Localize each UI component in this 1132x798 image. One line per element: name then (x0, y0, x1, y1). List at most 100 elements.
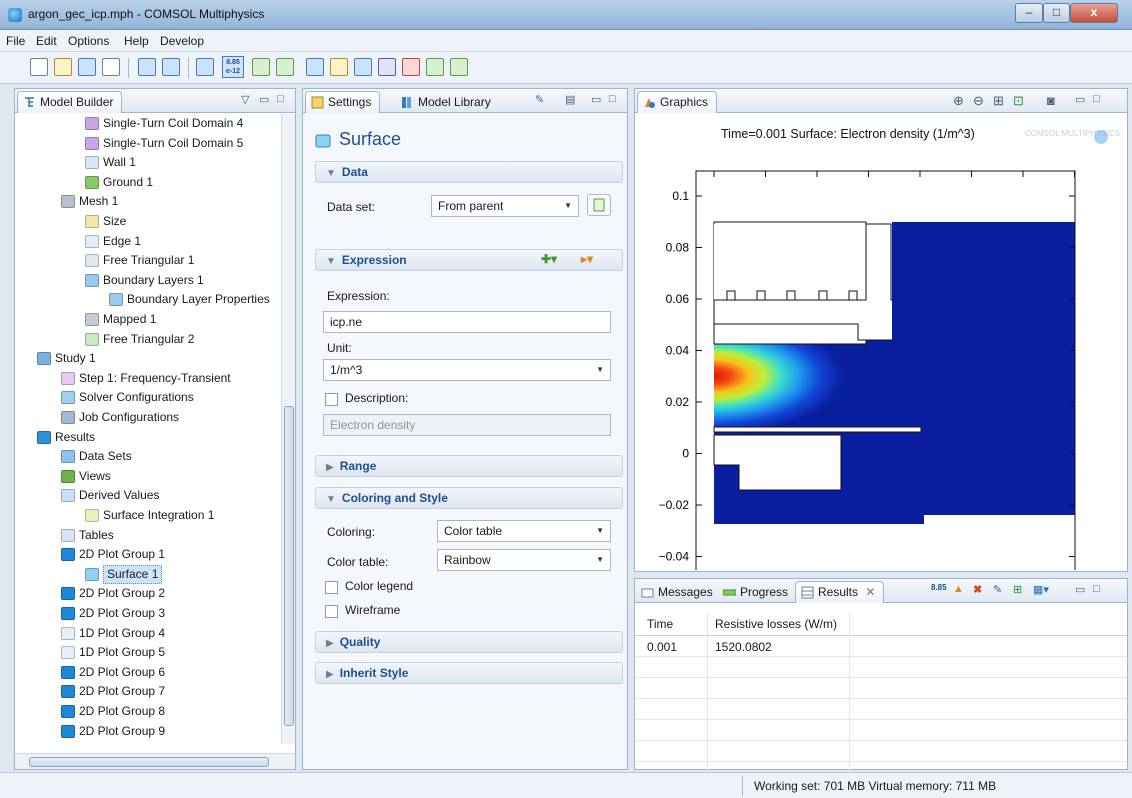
menu-options[interactable]: Options (68, 34, 110, 48)
tree-hscroll-thumb[interactable] (29, 757, 269, 767)
run-icon[interactable] (450, 58, 468, 76)
tab-messages[interactable]: Messages (635, 581, 722, 603)
surface-plot[interactable]: Time=0.001 Surface: Electron density (1/… (635, 114, 1127, 570)
unit-select[interactable]: 1/m^3 (323, 359, 611, 381)
delete-icon[interactable]: ✖ (973, 584, 983, 596)
description-checkbox[interactable] (325, 393, 338, 406)
close-button[interactable]: x (1070, 3, 1118, 23)
mesh-toolbar-icon[interactable] (378, 58, 396, 76)
tree-vertical-scrollbar[interactable] (281, 114, 295, 744)
title-bar: argon_gec_icp.mph - COMSOL Multiphysics … (0, 0, 1132, 30)
new-file-icon[interactable] (30, 58, 48, 76)
view-menu-icon[interactable]: ▽ (241, 94, 250, 106)
save-icon[interactable] (78, 58, 96, 76)
go-to-source-button[interactable] (587, 194, 611, 216)
section-data[interactable]: ▼ Data (315, 161, 623, 183)
plot-group-2d-icon (61, 724, 75, 738)
menu-bar: File Edit Options Help Develop (0, 30, 1132, 52)
tree-node-label: Boundary Layers 1 (103, 272, 204, 287)
menu-file[interactable]: File (6, 34, 26, 48)
table-view-icon[interactable]: ▦▾ (1033, 584, 1049, 596)
model-tree: Single-Turn Coil Domain 4 Single-Turn Coi… (15, 114, 283, 744)
menu-develop[interactable]: Develop (160, 34, 205, 48)
wand-icon[interactable]: ✎ (535, 94, 545, 106)
tree-node-label: Mapped 1 (103, 312, 157, 326)
close-tab-icon[interactable]: ✕ (865, 585, 876, 599)
pencil-icon[interactable] (252, 58, 270, 76)
study-toolbar-icon[interactable] (402, 58, 420, 76)
tab-results-label: Results (818, 585, 859, 599)
tab-settings[interactable]: Settings (305, 91, 381, 113)
open-folder-icon[interactable] (54, 58, 72, 76)
tab-results[interactable]: Results ✕ (795, 581, 885, 603)
tab-progress[interactable]: Progress (717, 581, 797, 603)
materials-icon[interactable] (330, 58, 348, 76)
expression-input[interactable]: icp.ne (323, 311, 611, 333)
minimize-panel-icon[interactable]: ▭ (1075, 94, 1086, 106)
minimize-panel-icon[interactable]: ▭ (591, 94, 602, 106)
maximize-panel-icon[interactable]: □ (1093, 583, 1100, 595)
build-icon[interactable] (196, 58, 214, 76)
derived-values-icon[interactable]: 8.85 e-12 (222, 56, 244, 78)
zoom-out-icon[interactable]: ⊖ (973, 93, 984, 108)
add-expression-icon[interactable]: ✚▾ (541, 252, 558, 266)
tree-scroll-thumb[interactable] (284, 406, 294, 726)
description-input[interactable]: Electron density (323, 414, 611, 436)
ground-icon (85, 175, 99, 189)
results-tabbar: Messages Progress Results ✕ 8.85 ▲ ✖ ✎ ⊞… (635, 579, 1127, 603)
tree-node-label: 2D Plot Group 6 (79, 664, 166, 679)
tab-graphics-label: Graphics (660, 95, 709, 109)
evaluate-icon[interactable]: 8.85 (931, 583, 947, 592)
column-header-time[interactable]: Time (647, 617, 674, 631)
menu-edit[interactable]: Edit (36, 34, 57, 48)
expression-label: Expression: (327, 289, 390, 303)
dataset-select[interactable]: From parent (431, 195, 579, 217)
model-library-icon[interactable] (162, 58, 180, 76)
maximize-panel-icon[interactable]: □ (609, 93, 616, 105)
minimize-panel-icon[interactable]: ▭ (1075, 584, 1086, 596)
table-row[interactable]: 0.001 1520.0802 (635, 637, 1127, 657)
physics-icon[interactable] (354, 58, 372, 76)
column-header-resistive-losses[interactable]: Resistive losses (W/m) (715, 617, 838, 631)
maximize-panel-icon[interactable]: □ (277, 93, 284, 105)
color-legend-checkbox[interactable] (325, 581, 338, 594)
maximize-button[interactable]: □ (1043, 3, 1070, 23)
plot-group-2d-icon (61, 587, 75, 601)
export-icon[interactable]: ⊞ (1013, 584, 1023, 596)
section-quality[interactable]: ▶ Quality (315, 631, 623, 653)
section-inherit-style[interactable]: ▶ Inherit Style (315, 662, 623, 684)
minimize-button[interactable]: – (1015, 3, 1043, 23)
table-header-row: Time Resistive losses (W/m) (635, 612, 1127, 636)
replace-expression-icon[interactable]: ▸▾ (581, 252, 594, 266)
help-panel-icon[interactable]: ▤ (565, 94, 576, 106)
plot-group-2d-icon (61, 607, 75, 620)
tab-model-builder[interactable]: Model Builder (17, 91, 123, 113)
color-table-select[interactable]: Rainbow (437, 549, 611, 571)
section-range[interactable]: ▶ Range (315, 455, 623, 477)
tree-horizontal-scrollbar[interactable] (15, 753, 295, 769)
print-icon[interactable] (102, 58, 120, 76)
tree-node-label: 2D Plot Group 8 (79, 704, 166, 718)
surface-icon (85, 567, 99, 581)
zoom-box-icon[interactable]: ⊞ (993, 93, 1004, 108)
probe-icon[interactable] (276, 58, 294, 76)
zoom-in-icon[interactable]: ⊕ (953, 93, 964, 108)
tab-graphics[interactable]: Graphics (637, 91, 718, 113)
camera-icon[interactable]: ◙ (1047, 93, 1055, 108)
minimize-panel-icon[interactable]: ▭ (259, 94, 270, 106)
zoom-extents-icon[interactable]: ⊡ (1013, 93, 1024, 108)
tab-model-library[interactable]: Model Library (395, 91, 500, 113)
section-expression[interactable]: ▼ Expression (315, 249, 623, 271)
settings-tabbar: Settings Model Library ✎ ▤ ▭ □ (303, 89, 627, 113)
section-coloring-and-style[interactable]: ▼ Coloring and Style (315, 487, 623, 509)
clear-icon[interactable]: ▲ (953, 583, 964, 595)
table-row-empty (635, 721, 1127, 741)
results-toolbar-icon[interactable] (426, 58, 444, 76)
wireframe-checkbox[interactable] (325, 605, 338, 618)
help-icon[interactable] (138, 58, 156, 76)
geometry-icon[interactable] (306, 58, 324, 76)
menu-help[interactable]: Help (124, 34, 149, 48)
coloring-select[interactable]: Color table (437, 520, 611, 542)
edit-icon[interactable]: ✎ (993, 584, 1003, 596)
maximize-panel-icon[interactable]: □ (1093, 93, 1100, 105)
